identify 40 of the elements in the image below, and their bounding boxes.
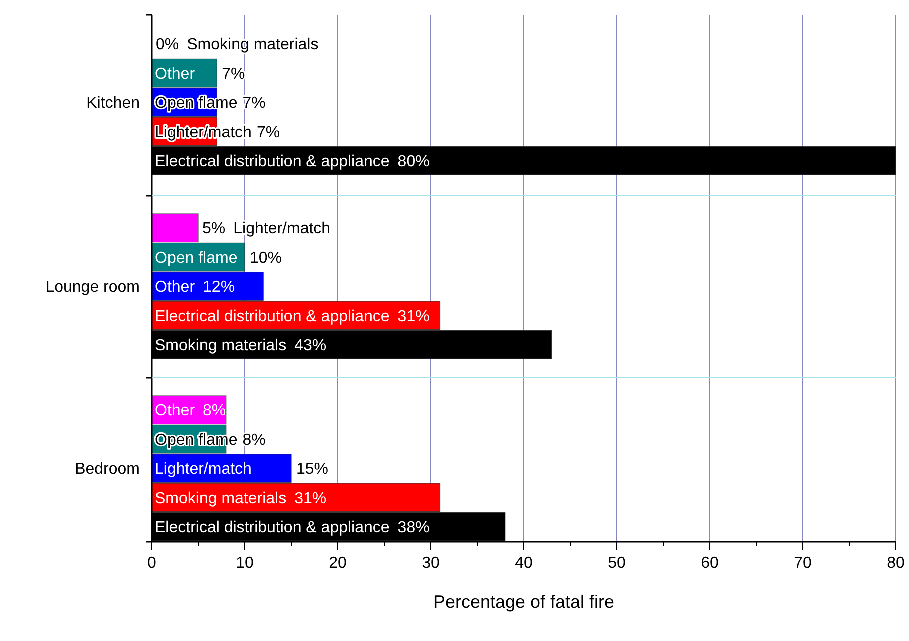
x-tick-label: 60 <box>701 555 719 572</box>
data-label: 15% <box>296 461 329 478</box>
y-tick-label: Smoking materials <box>187 36 319 54</box>
data-label: 80% <box>398 153 430 170</box>
data-label: 31% <box>294 490 327 508</box>
y-axis-title: Lounge room <box>46 279 140 296</box>
x-tick-label: 10 <box>236 555 254 572</box>
x-tick-label: 30 <box>422 555 440 572</box>
data-label: 0% <box>156 36 180 54</box>
x-tick-label: 20 <box>329 555 347 572</box>
x-tick-label: 0 <box>148 555 157 572</box>
y-axis-title: Kitchen <box>86 95 140 112</box>
data-label: 8% <box>242 432 266 449</box>
x-axis-title: Percentage of fatal fire <box>433 592 615 612</box>
y-axis-title: Bedroom <box>75 461 140 478</box>
y-tick-label: Other <box>155 279 196 296</box>
y-tick-label: Smoking materials <box>155 490 287 508</box>
data-label: 7% <box>242 95 266 112</box>
x-tick-label: 40 <box>515 555 533 572</box>
data-label: 10% <box>250 250 282 267</box>
data-label: 7% <box>256 124 280 142</box>
data-label: 38% <box>398 519 430 536</box>
data-label: 43% <box>294 337 327 354</box>
y-tick-label: Lighter/match <box>155 461 252 478</box>
y-tick-label: Smoking materials <box>155 337 287 354</box>
data-label: 7% <box>222 66 246 83</box>
y-tick-label: Electrical distribution & appliance <box>155 308 390 326</box>
y-tick-label: Other <box>155 402 196 420</box>
y-tick-label: Other <box>155 66 196 83</box>
x-tick-label: 70 <box>794 555 812 572</box>
data-label: 5% <box>202 220 226 238</box>
data-label: 12% <box>203 279 236 296</box>
data-label: 31% <box>398 308 430 326</box>
y-tick-label: Electrical distribution & appliance <box>155 519 390 536</box>
x-tick-label: 80 <box>887 555 905 572</box>
y-tick-label: Lighter/match <box>234 220 331 238</box>
x-tick-label: 50 <box>608 555 626 572</box>
y-tick-label: Electrical distribution & appliance <box>155 153 390 170</box>
y-tick-label: Open flame <box>155 250 238 267</box>
data-label: 8% <box>203 402 226 420</box>
